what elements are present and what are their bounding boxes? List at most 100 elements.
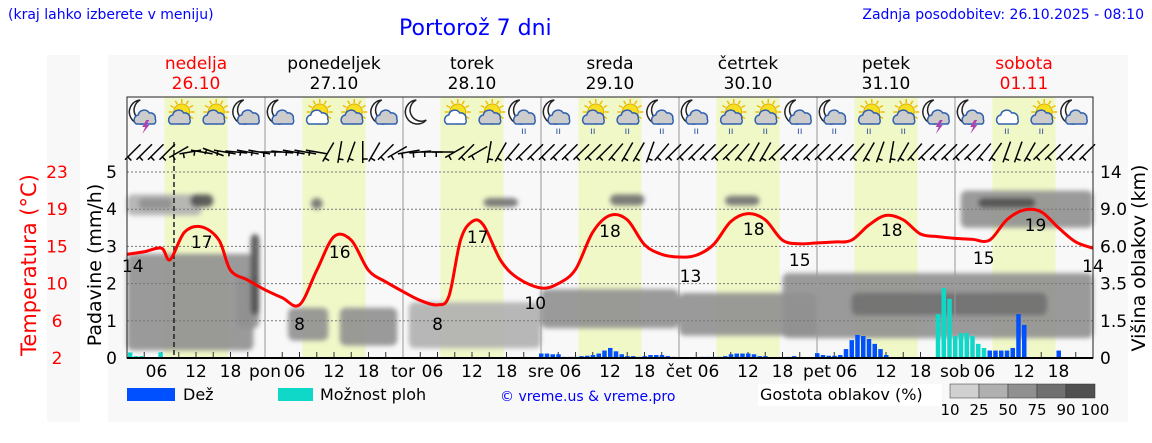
wind-barb-shaft: [561, 143, 579, 161]
sun-ray: [618, 104, 623, 109]
wind-barb-icon: [202, 147, 224, 157]
wind-barb-flag: [380, 156, 385, 162]
wind-barb-icon: [837, 143, 855, 162]
day-date: 01.11: [1000, 74, 1049, 94]
sun-ray: [450, 100, 454, 105]
showers-bar: [981, 347, 987, 358]
showers-bar: [158, 352, 163, 358]
wind-barb-shaft: [236, 149, 259, 155]
wind-barb-flag: [623, 157, 629, 162]
day-name: torek: [450, 54, 494, 74]
showers-bar: [947, 298, 952, 358]
wind-barb-flag: [338, 158, 344, 161]
wind-barb-shaft: [676, 143, 694, 161]
wind-barb-icon: [236, 149, 259, 156]
sun-ray: [1032, 104, 1037, 109]
wind-barb-shaft: [917, 143, 935, 161]
cloud-legend-tick: 75: [1027, 401, 1046, 419]
cloud-shape: [167, 109, 191, 125]
wind-barb-shaft: [444, 145, 465, 159]
wind-barb-shaft: [988, 142, 1003, 162]
rain-drops: ıı: [693, 126, 699, 137]
wind-barb-icon: [515, 143, 533, 162]
cloud-shape: [443, 109, 467, 125]
x-hour-label: 06: [284, 362, 306, 382]
cloud-cover-region: [725, 195, 760, 206]
wind-barb-flag: [828, 156, 834, 162]
sun-ray: [756, 104, 761, 109]
wind-barb-icon: [147, 143, 165, 162]
x-hour-label: 12: [875, 362, 897, 382]
wind-barb-icon: [1023, 142, 1036, 162]
wind-barb-shaft: [526, 143, 544, 161]
temperature-label: 19: [1025, 216, 1047, 236]
cloud-cover-region: [408, 302, 541, 349]
x-hour-label: 18: [772, 362, 794, 382]
wind-barb-flag: [172, 155, 176, 161]
cloud-shape: [1064, 109, 1088, 125]
precip-tick: 5: [106, 163, 117, 183]
wind-barb-icon: [825, 143, 843, 162]
wind-barb-shaft: [814, 143, 832, 161]
rain-bar: [855, 334, 860, 358]
credit-link[interactable]: © vreme.us & vreme.pro: [500, 389, 675, 405]
rain-bar: [999, 350, 1004, 358]
wind-barb-flag: [460, 156, 466, 162]
cloud-shape: [892, 109, 916, 125]
last-updated: Zadnja posodobitev: 26.10.2025 - 08:10: [862, 7, 1144, 23]
temperature-label: 18: [881, 221, 903, 241]
cloud-shape: [581, 109, 605, 125]
wind-barb-flag: [138, 156, 144, 162]
wind-barb-icon: [213, 149, 236, 156]
wind-barb-shaft: [940, 143, 958, 161]
wind-barb-icon: [504, 143, 520, 162]
wind-barb-flag: [667, 156, 673, 162]
cloud-shape: [754, 109, 778, 125]
rain-drops: ıı: [521, 126, 527, 137]
wind-barb-icon: [526, 143, 544, 162]
moon-cloud-thunder-icon: [922, 99, 950, 134]
wind-barb-icon: [862, 142, 875, 162]
showers-bar: [976, 343, 981, 358]
moon-icon: [404, 99, 427, 125]
wind-barb-shaft: [907, 143, 923, 161]
rain-bar: [556, 354, 561, 358]
rain-bar: [585, 355, 590, 358]
cloud-shape: [823, 109, 847, 125]
wind-barb-shaft: [768, 143, 786, 161]
day-name: nedelja: [165, 54, 227, 74]
cloud-shape: [305, 109, 329, 125]
wind-barb-icon: [225, 150, 248, 157]
wind-barb-icon: [397, 149, 420, 159]
wind-barb-shaft: [248, 149, 271, 155]
wind-barb-flag: [864, 157, 870, 162]
temperature-line: [126, 207, 1094, 308]
cloud-shape: [650, 109, 674, 125]
wind-barb-icon: [608, 143, 624, 162]
wind-barb-icon: [158, 143, 176, 162]
wind-barb-shaft: [515, 143, 533, 161]
wind-barb-flag: [966, 156, 972, 162]
wind-barb-icon: [791, 143, 809, 162]
sun-ray: [461, 100, 465, 105]
cloud-height-tick: 14: [1100, 163, 1122, 183]
wind-barb-icon: [1055, 143, 1073, 162]
temperature-tick: 15: [46, 237, 68, 257]
wind-barb-shaft: [791, 143, 809, 161]
day-date: 27.10: [310, 74, 359, 94]
rain-bar: [539, 353, 544, 358]
day-date: 29.10: [586, 74, 635, 94]
cloud-legend-tick: 25: [969, 401, 988, 419]
wind-barb-flag: [239, 150, 242, 156]
wind-barb-icon: [929, 143, 947, 162]
wind-barb-shaft: [294, 149, 317, 155]
temperature-label: 17: [191, 233, 213, 253]
wind-barb-icon: [963, 143, 981, 162]
cloud-legend-swatch: [1036, 383, 1067, 399]
rain-bar: [832, 355, 837, 358]
x-hour-label: 06: [698, 362, 720, 382]
wind-barb-flag: [285, 150, 288, 156]
wind-barb-shaft: [862, 142, 875, 162]
wind-barb-flag: [308, 150, 311, 156]
sun-ray: [772, 100, 776, 105]
